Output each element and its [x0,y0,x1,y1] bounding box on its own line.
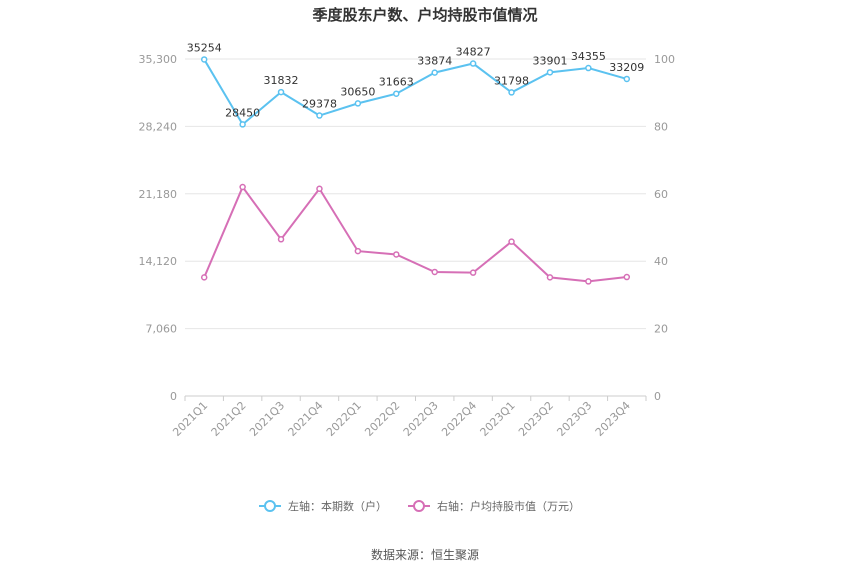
data-point [239,121,246,128]
data-point [393,251,400,258]
x-tick-label: 2023Q3 [554,399,594,439]
data-point [200,274,208,281]
x-axis: 2021Q12021Q22021Q32021Q42022Q12022Q22022… [170,395,647,439]
data-point [469,60,477,67]
series-line [203,58,628,126]
right-tick-label: 60 [654,188,668,201]
data-point [546,274,554,281]
left-tick-label: 21,180 [139,188,178,201]
series-line [203,185,627,283]
left-tick-label: 35,300 [139,53,178,66]
right-tick-label: 100 [654,53,675,66]
data-point [200,56,208,63]
right-tick-label: 0 [654,390,661,403]
right-tick-label: 20 [654,323,668,336]
data-label: 33901 [532,54,567,67]
data-label: 31663 [379,76,414,89]
left-tick-label: 0 [170,390,177,403]
left-tick-label: 28,240 [139,120,178,133]
x-tick-label: 2021Q3 [247,399,287,439]
data-label: 28450 [225,106,260,119]
x-tick-label: 2022Q1 [324,399,364,439]
x-tick-label: 2023Q2 [516,399,556,439]
data-label: 31798 [494,74,529,87]
right-tick-label: 40 [654,255,668,268]
data-label: 34827 [456,46,491,59]
legend-entry: 右轴：户均持股市值（万元） [437,499,580,513]
x-tick-label: 2022Q3 [401,399,441,439]
legend-swatch-marker [413,500,425,512]
data-point [508,89,515,96]
data-label: 31832 [264,74,299,87]
data-point [354,247,362,255]
left-axis: 0 7,060 14,120 21,180 28,240 35,300 [139,53,178,403]
data-point [623,273,631,281]
data-source: 数据来源：恒生聚源 [371,547,479,562]
data-point [623,75,631,83]
data-point [546,69,554,76]
data-point [393,90,400,97]
data-label: 33209 [609,61,644,74]
left-tick-label: 14,120 [139,255,178,268]
legend[interactable]: 左轴：本期数（户） 右轴：户均持股市值（万元） [259,499,580,513]
data-point [316,185,323,192]
data-point [431,268,438,276]
data-point [585,278,592,285]
data-label: 35254 [187,41,222,54]
legend-entry: 左轴：本期数（户） [288,499,387,513]
x-tick-label: 2021Q4 [286,399,326,439]
x-tick-label: 2022Q2 [362,399,402,439]
grid-lines [185,58,646,330]
data-point [277,236,285,243]
data-label: 30650 [340,85,375,98]
left-tick-label: 7,060 [146,323,178,336]
data-label: 33874 [417,55,452,68]
x-tick-label: 2022Q4 [439,399,479,439]
data-point [277,88,285,96]
right-tick-label: 80 [654,120,668,133]
data-point [316,112,323,119]
x-tick-label: 2021Q2 [209,399,249,439]
data-point [508,238,515,245]
x-tick-label: 2023Q1 [478,399,518,439]
series-layer [200,56,631,285]
data-point [239,183,246,191]
data-point [431,69,438,76]
data-point [585,64,592,72]
x-tick-label: 2021Q1 [170,399,210,439]
right-axis: 0 20 40 60 80 100 [654,53,675,403]
legend-swatch-marker [264,500,276,512]
data-label: 29378 [302,98,337,111]
data-point [469,269,477,276]
chart-title: 季度股东户数、户均持股市值情况 [312,6,537,24]
x-tick-label: 2023Q4 [593,399,633,439]
data-point [354,100,362,107]
data-label: 34355 [571,50,606,63]
